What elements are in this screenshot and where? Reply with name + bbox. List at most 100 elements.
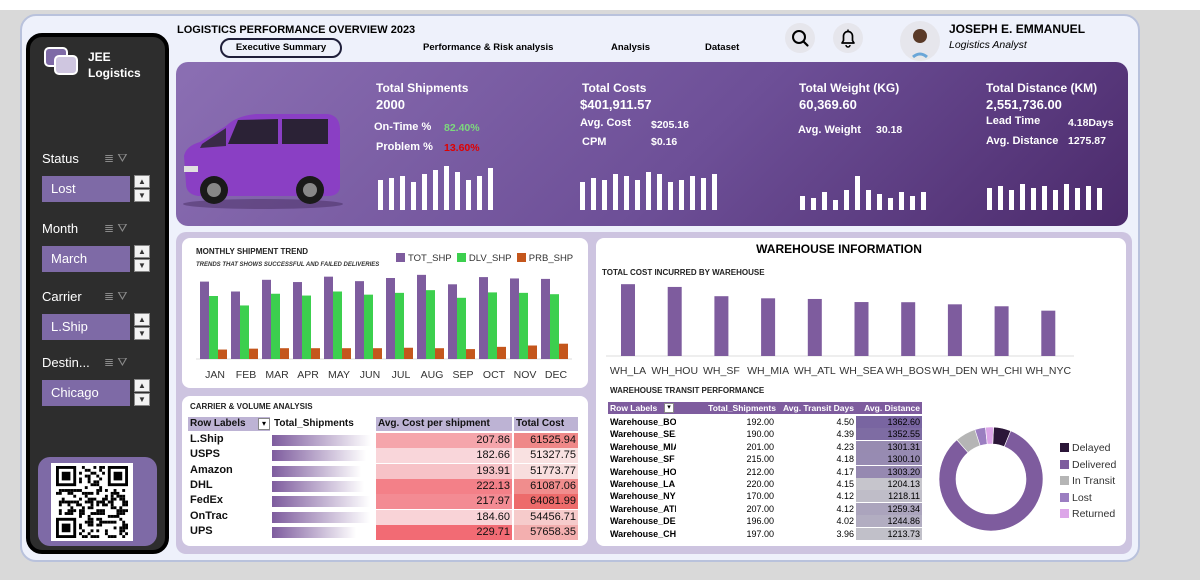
avg-cost-cell: 222.13 [376, 478, 512, 494]
scroll-up-icon[interactable]: ▲ [134, 313, 150, 326]
slicer-scroll[interactable]: ▲ ▼ [134, 245, 150, 273]
slicer-scroll[interactable]: ▲ ▼ [134, 313, 150, 341]
warehouse-distance-cell: 1204.13 [856, 478, 922, 490]
bar-wh_den [947, 304, 962, 356]
spark-bar [444, 166, 449, 210]
legend-item: Lost [1060, 490, 1116, 507]
logo-icon [44, 47, 80, 75]
cpm-value: $0.16 [651, 136, 678, 148]
avatar[interactable] [900, 21, 940, 61]
bar-wh_la [621, 284, 635, 356]
scroll-up-icon[interactable]: ▲ [134, 245, 150, 258]
carrier-table-title: CARRIER & VOLUME ANALYSIS [190, 402, 313, 411]
bar-dlv_shp-oct [488, 292, 497, 359]
kpi-total-distance-value: 2,551,736.00 [986, 97, 1062, 112]
bar-prb_shp-jul [404, 347, 413, 359]
table-row-label: USPS [190, 448, 220, 461]
user-name: JOSEPH E. EMMANUEL [949, 22, 1086, 36]
scroll-up-icon[interactable]: ▲ [134, 175, 150, 188]
x-tick-label: WH_DEN [932, 365, 978, 377]
filter-clear-icon[interactable]: ≣ ⛛ [104, 221, 128, 235]
warehouse-days-cell: 4.17 [836, 466, 854, 477]
spark-bar [679, 180, 684, 210]
filter-dropdown-icon[interactable]: ▾ [664, 403, 674, 413]
notifications-button[interactable] [833, 23, 863, 53]
spark-bar [580, 182, 585, 210]
total-cost-cell: 54456.71 [514, 509, 578, 525]
spark-bar [910, 196, 915, 210]
warehouse-row-label: Warehouse_BOS [610, 417, 676, 427]
filter-clear-icon[interactable]: ≣ ⛛ [104, 355, 128, 369]
filter-dropdown-icon[interactable]: ▾ [258, 418, 270, 430]
legend-label: Delayed [1072, 442, 1111, 454]
x-tick-label: WH_BOS [885, 365, 931, 377]
warehouse-distance-cell: 1244.86 [856, 515, 922, 528]
spark-bar [877, 194, 882, 210]
scroll-down-icon[interactable]: ▼ [134, 327, 150, 340]
kpi-total-distance-title: Total Distance (KM) [986, 81, 1098, 95]
tab-executive-summary[interactable]: Executive Summary [220, 38, 342, 58]
tab-analysis[interactable]: Analysis [611, 42, 651, 53]
warehouse-shipments-cell: 215.00 [746, 454, 774, 465]
bar-dlv_shp-sep [457, 297, 466, 359]
search-icon [792, 30, 809, 47]
shipments-data-bar [272, 480, 364, 492]
spark-bar [378, 180, 383, 210]
avg-cost-cell: 207.86 [376, 433, 512, 448]
kpi-total-costs-value: $401,911.57 [580, 97, 652, 112]
spark-bar [1097, 188, 1102, 210]
legend-swatch [1060, 492, 1069, 502]
shipments-data-bar [272, 511, 371, 523]
slicer-value-status[interactable]: Lost [42, 176, 130, 202]
avg-cost-label: Avg. Cost [580, 117, 631, 129]
bar-prb_shp-oct [497, 346, 506, 359]
bar-tot_shp-mar [262, 279, 271, 359]
slicer-scroll[interactable]: ▲ ▼ [134, 379, 150, 407]
tab-performance-risk[interactable]: Performance & Risk analysis [423, 42, 554, 53]
bar-tot_shp-sep [448, 284, 457, 359]
warehouse-days-cell: 4.39 [836, 429, 854, 440]
shipments-data-bar [272, 526, 356, 538]
spark-bar [1042, 186, 1047, 210]
slicer-value-month[interactable]: March [42, 246, 130, 272]
spark-bar [1031, 188, 1036, 210]
x-tick-label: OCT [483, 369, 506, 381]
scroll-down-icon[interactable]: ▼ [134, 189, 150, 202]
monthly-trend-subtitle: TRENDS THAT SHOWS SUCCESSFUL AND FAILED … [196, 262, 380, 268]
scroll-down-icon[interactable]: ▼ [134, 393, 150, 406]
x-tick-label: WH_ATL [794, 365, 836, 377]
total-cost-cell: 57658.35 [514, 524, 578, 540]
table-row-label: OnTrac [190, 509, 228, 522]
legend-dlv-shp: DLV_SHP [468, 253, 512, 264]
x-tick-label: APR [297, 369, 319, 381]
x-tick-label: JUN [360, 369, 380, 381]
slicer-value-carrier[interactable]: L.Ship [42, 314, 130, 340]
slicer-scroll[interactable]: ▲ ▼ [134, 175, 150, 203]
bar-tot_shp-nov [510, 278, 519, 359]
x-tick-label: WH_HOU [651, 365, 698, 377]
tab-dataset[interactable]: Dataset [705, 42, 740, 53]
slicer-value-destin[interactable]: Chicago [42, 380, 130, 406]
table-header: Avg. Cost per shipment [376, 417, 512, 431]
spark-bar [591, 178, 596, 210]
avg-cost-cell: 184.60 [376, 509, 512, 525]
filter-clear-icon[interactable]: ≣ ⛛ [104, 151, 128, 165]
table-header: Row Labels [608, 402, 676, 414]
legend-item: Returned [1060, 506, 1116, 523]
bar-tot_shp-aug [417, 274, 426, 359]
scroll-down-icon[interactable]: ▼ [134, 259, 150, 272]
filter-clear-icon[interactable]: ≣ ⛛ [104, 289, 128, 303]
spark-bar [921, 192, 926, 210]
bell-icon [841, 29, 855, 48]
x-tick-label: WH_LA [610, 365, 646, 377]
monthly-trend-chart: JAN FEB MAR APR MAY JUN JUL AUG SEP OCT NOV DEC [196, 274, 572, 381]
bar-prb_shp-aug [435, 348, 444, 359]
warehouse-row-label: Warehouse_HOU [610, 466, 676, 477]
search-button[interactable] [785, 23, 815, 53]
scroll-up-icon[interactable]: ▲ [134, 379, 150, 392]
spark-bar [690, 176, 695, 210]
x-tick-label: AUG [421, 369, 444, 381]
costs-sparkbars [580, 150, 717, 210]
spark-bar [422, 174, 427, 210]
spark-bar [602, 180, 607, 210]
